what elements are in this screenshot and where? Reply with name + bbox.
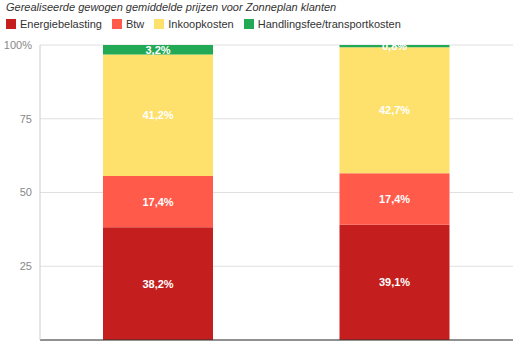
svg-text:0,8%: 0,8% [382, 40, 407, 52]
svg-text:42,7%: 42,7% [379, 104, 410, 116]
svg-text:17,4%: 17,4% [379, 193, 410, 205]
svg-text:50: 50 [20, 186, 32, 198]
svg-text:100%: 100% [4, 39, 32, 51]
html-text:Inkoopkosten: Inkoopkosten [168, 18, 234, 30]
html-text:Btw: Btw [126, 18, 145, 30]
svg-text:75: 75 [20, 113, 32, 125]
svg-text:3,2%: 3,2% [145, 44, 170, 56]
html-text:Gerealiseerde gewogen gemiddel: Gerealiseerde gewogen gemiddelde prijzen… [6, 1, 337, 13]
svg-text:17,4%: 17,4% [142, 196, 173, 208]
svg-text:41,2%: 41,2% [142, 109, 173, 121]
svg-text:25: 25 [20, 260, 32, 272]
svg-text:38,2%: 38,2% [142, 278, 173, 290]
html-text:Handlingsfee/transportkosten: Handlingsfee/transportkosten [257, 18, 401, 30]
svg-text:39,1%: 39,1% [379, 276, 410, 288]
html-text:Energiebelasting: Energiebelasting [20, 18, 102, 30]
